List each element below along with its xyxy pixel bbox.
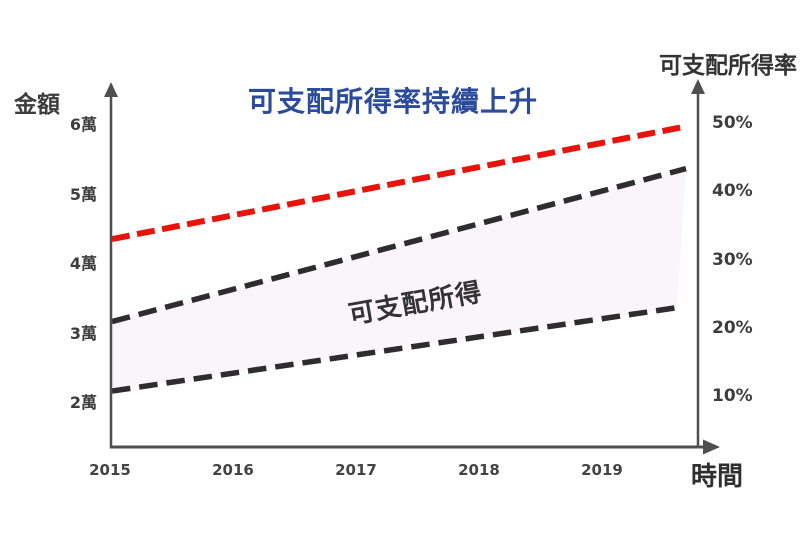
left-y-axis-arrow xyxy=(104,82,118,97)
left-axis-tick-label: 3萬 xyxy=(69,323,97,343)
left-axis-tick-label: 4萬 xyxy=(69,254,97,273)
right-y-axis-arrow xyxy=(691,79,705,94)
left-axis-tick-label: 2萬 xyxy=(69,393,97,412)
x-axis-tick-label: 2016 xyxy=(212,461,254,479)
rate-dashed-line xyxy=(111,123,687,242)
income-lower-dashed-line xyxy=(111,304,678,394)
left-axis-tick-label: 5萬 xyxy=(69,184,97,204)
left-axis-tick-label: 6萬 xyxy=(69,115,97,134)
x-axis-tick-label: 2019 xyxy=(581,461,623,479)
x-axis-title: 時間 xyxy=(691,462,744,492)
right-axis-tick-label: 50% xyxy=(712,113,753,133)
x-axis-tick-label: 2015 xyxy=(89,461,131,479)
income-band-fill xyxy=(112,168,686,392)
right-axis-tick-label: 40% xyxy=(712,181,753,202)
income-upper-dashed-line xyxy=(111,165,687,325)
left-axis-title: 金額 xyxy=(14,92,60,118)
right-axis-tick-label: 10% xyxy=(712,386,753,406)
x-axis-tick-label: 2017 xyxy=(335,461,377,479)
x-axis-tick-label: 2018 xyxy=(458,461,500,479)
right-axis-tick-label: 20% xyxy=(712,317,753,338)
right-axis-tick-label: 30% xyxy=(712,249,753,270)
chart-title: 可支配所得率持續上升 xyxy=(248,85,539,118)
x-axis-arrow xyxy=(703,439,720,455)
right-axis-title: 可支配所得率 xyxy=(659,53,797,79)
